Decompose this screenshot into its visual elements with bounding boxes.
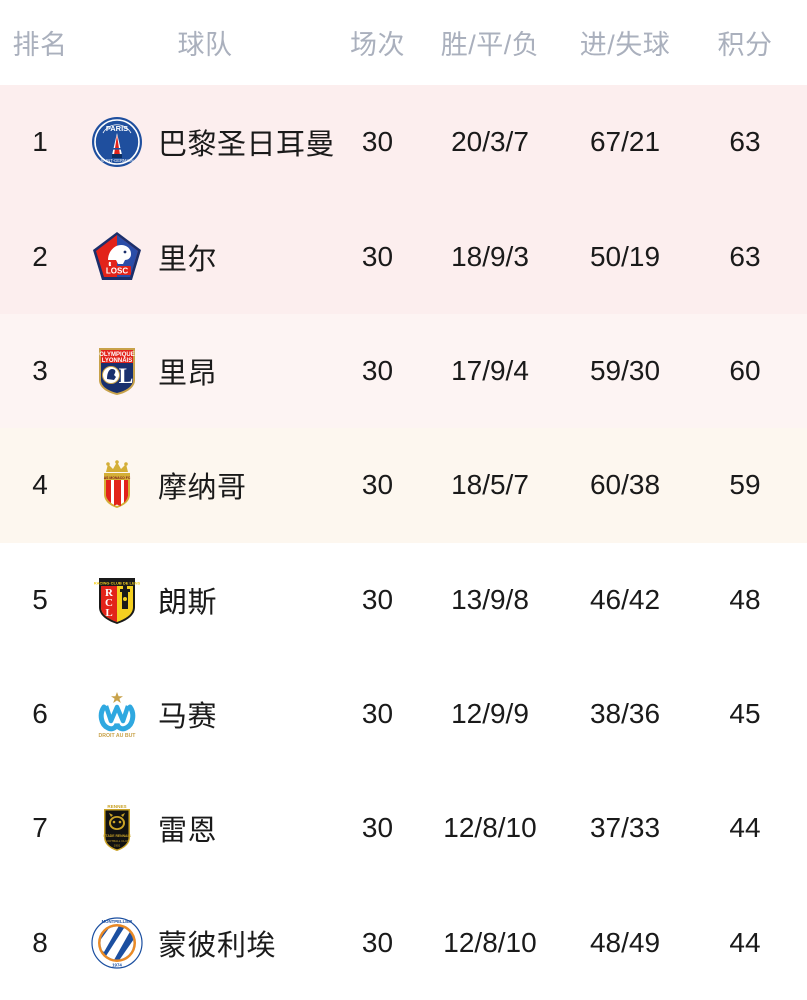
svg-text:PARIS: PARIS	[106, 124, 128, 133]
cell-rank: 5	[32, 583, 48, 615]
cell-wdl: 13/9/8	[451, 583, 529, 615]
team-name: 摩纳哥	[158, 472, 247, 505]
cell-points: 60	[729, 354, 761, 386]
team-name: 里尔	[158, 243, 218, 276]
column-header-team: 球队	[177, 30, 233, 60]
table-row[interactable]: 5 RACING CLUB DE LENS R C L 朗斯 30 13/9/8 46…	[0, 542, 807, 657]
cell-team[interactable]: MONTPELLIER 1974 蒙彼利埃	[80, 916, 330, 970]
column-header-goals: 进/失球	[579, 30, 671, 60]
marseille-crest-icon: DROIT AU BUT	[90, 687, 144, 741]
cell-team[interactable]: RENNES STADE RENNAIS FOOTBALL CLUB 1901 …	[80, 801, 330, 855]
svg-text:FOOTBALL CLUB: FOOTBALL CLUB	[105, 839, 129, 843]
cell-goals: 67/21	[589, 126, 661, 158]
column-header-rank: 排名	[12, 30, 68, 60]
cell-team[interactable]: PARIS SAINT-GERMAIN 巴黎圣日耳曼	[80, 115, 335, 169]
cell-played: 30	[361, 698, 394, 730]
svg-text:C: C	[105, 597, 113, 609]
cell-rank: 2	[32, 240, 48, 272]
cell-wdl: 18/5/7	[451, 469, 529, 501]
svg-text:L: L	[119, 363, 134, 388]
cell-played: 30	[361, 926, 394, 958]
cell-points: 48	[729, 583, 761, 615]
cell-points: 44	[729, 812, 761, 844]
svg-text:MONTPELLIER: MONTPELLIER	[102, 919, 134, 924]
table-body: 1 PARIS SAINT-GERMAIN 巴黎圣日耳曼 30 20/3/7 67/2…	[0, 85, 807, 1000]
svg-text:RACING CLUB DE LENS: RACING CLUB DE LENS	[94, 580, 141, 585]
cell-team[interactable]: RACING CLUB DE LENS R C L 朗斯	[80, 573, 330, 627]
cell-points: 44	[729, 926, 761, 958]
team-name: 里昂	[158, 357, 218, 390]
cell-goals: 59/30	[589, 354, 661, 386]
cell-goals: 48/49	[589, 926, 661, 958]
cell-team[interactable]: OLYMPIQUE LYONNAIS L 里昂	[80, 344, 330, 398]
svg-text:LOSC: LOSC	[106, 266, 128, 275]
cell-played: 30	[361, 469, 394, 501]
table-row[interactable]: 7 RENNES STADE RENNAIS FOOTBALL CLUB 190…	[0, 771, 807, 886]
table-row[interactable]: 3 OLYMPIQUE LYONNAIS L 里昂 30 17/9/4 59/30 60	[0, 313, 807, 429]
cell-goals: 46/42	[589, 583, 661, 615]
column-header-played: 场次	[350, 30, 405, 60]
lens-crest-icon: RACING CLUB DE LENS R C L	[90, 573, 144, 627]
cell-goals: 37/33	[589, 812, 661, 844]
cell-wdl: 12/8/10	[443, 926, 537, 958]
cell-goals: 50/19	[589, 240, 661, 272]
cell-points: 63	[729, 240, 761, 272]
svg-text:STADE RENNAIS: STADE RENNAIS	[103, 834, 131, 838]
cell-wdl: 20/3/7	[451, 126, 529, 158]
svg-text:1974: 1974	[112, 962, 122, 967]
cell-rank: 4	[32, 469, 48, 501]
psg-crest-icon: PARIS SAINT-GERMAIN	[90, 115, 144, 169]
lille-crest-icon: LOSC	[90, 230, 144, 284]
cell-rank: 1	[32, 126, 48, 158]
team-name: 巴黎圣日耳曼	[158, 129, 336, 162]
cell-wdl: 12/8/10	[443, 812, 537, 844]
team-name: 朗斯	[158, 586, 218, 619]
cell-goals: 38/36	[589, 698, 661, 730]
svg-text:LYONNAIS: LYONNAIS	[102, 358, 132, 364]
cell-points: 45	[729, 698, 761, 730]
cell-played: 30	[361, 583, 394, 615]
cell-rank: 7	[32, 812, 48, 844]
cell-rank: 3	[32, 354, 48, 386]
cell-rank: 6	[32, 698, 48, 730]
table-header-row: 排名 球队 场次 胜/平/负 进/失球 积分	[0, 0, 807, 85]
table-row[interactable]: 8 MONTPELLIER 1974 蒙彼利埃 30 12/8/10 48/49 44	[0, 885, 807, 1000]
svg-text:L: L	[105, 607, 112, 619]
cell-played: 30	[361, 354, 394, 386]
rennes-crest-icon: RENNES STADE RENNAIS FOOTBALL CLUB 1901	[90, 801, 144, 855]
cell-wdl: 12/9/9	[451, 698, 529, 730]
svg-text:RENNES: RENNES	[107, 804, 126, 809]
table-row[interactable]: 6 DROIT AU BUT 马赛 30 12/9/9 38/36 45	[0, 656, 807, 772]
svg-text:AS MONACO FC: AS MONACO FC	[104, 476, 131, 480]
svg-text:R: R	[105, 587, 114, 599]
column-header-points: 积分	[717, 30, 773, 60]
cell-played: 30	[361, 812, 394, 844]
table-row[interactable]: 4 AS MONACO FC 摩纳哥 30 18/5/7 60/38 59	[0, 428, 807, 543]
cell-team[interactable]: LOSC 里尔	[80, 230, 330, 284]
cell-points: 63	[729, 126, 761, 158]
lyon-crest-icon: OLYMPIQUE LYONNAIS L	[90, 344, 144, 398]
svg-text:DROIT AU BUT: DROIT AU BUT	[99, 733, 137, 739]
column-header-wdl: 胜/平/负	[440, 30, 540, 60]
svg-text:SAINT-GERMAIN: SAINT-GERMAIN	[100, 158, 133, 163]
table-row[interactable]: 1 PARIS SAINT-GERMAIN 巴黎圣日耳曼 30 20/3/7 67/2…	[0, 85, 807, 200]
table-row[interactable]: 2 LOSC 里尔 30 18/9/3 50/19 63	[0, 199, 807, 314]
cell-team[interactable]: DROIT AU BUT 马赛	[80, 687, 330, 741]
cell-played: 30	[361, 126, 394, 158]
monaco-crest-icon: AS MONACO FC	[90, 458, 144, 512]
cell-team[interactable]: AS MONACO FC 摩纳哥	[80, 458, 330, 512]
cell-wdl: 17/9/4	[451, 354, 529, 386]
cell-points: 59	[729, 469, 761, 501]
cell-wdl: 18/9/3	[451, 240, 529, 272]
montpellier-crest-icon: MONTPELLIER 1974	[90, 916, 144, 970]
cell-goals: 60/38	[589, 469, 661, 501]
team-name: 雷恩	[158, 815, 218, 848]
cell-rank: 8	[32, 926, 48, 958]
team-name: 蒙彼利埃	[158, 929, 277, 962]
team-name: 马赛	[158, 701, 218, 734]
svg-text:OLYMPIQUE: OLYMPIQUE	[99, 352, 134, 358]
svg-text:1901: 1901	[114, 844, 121, 848]
cell-played: 30	[361, 240, 394, 272]
